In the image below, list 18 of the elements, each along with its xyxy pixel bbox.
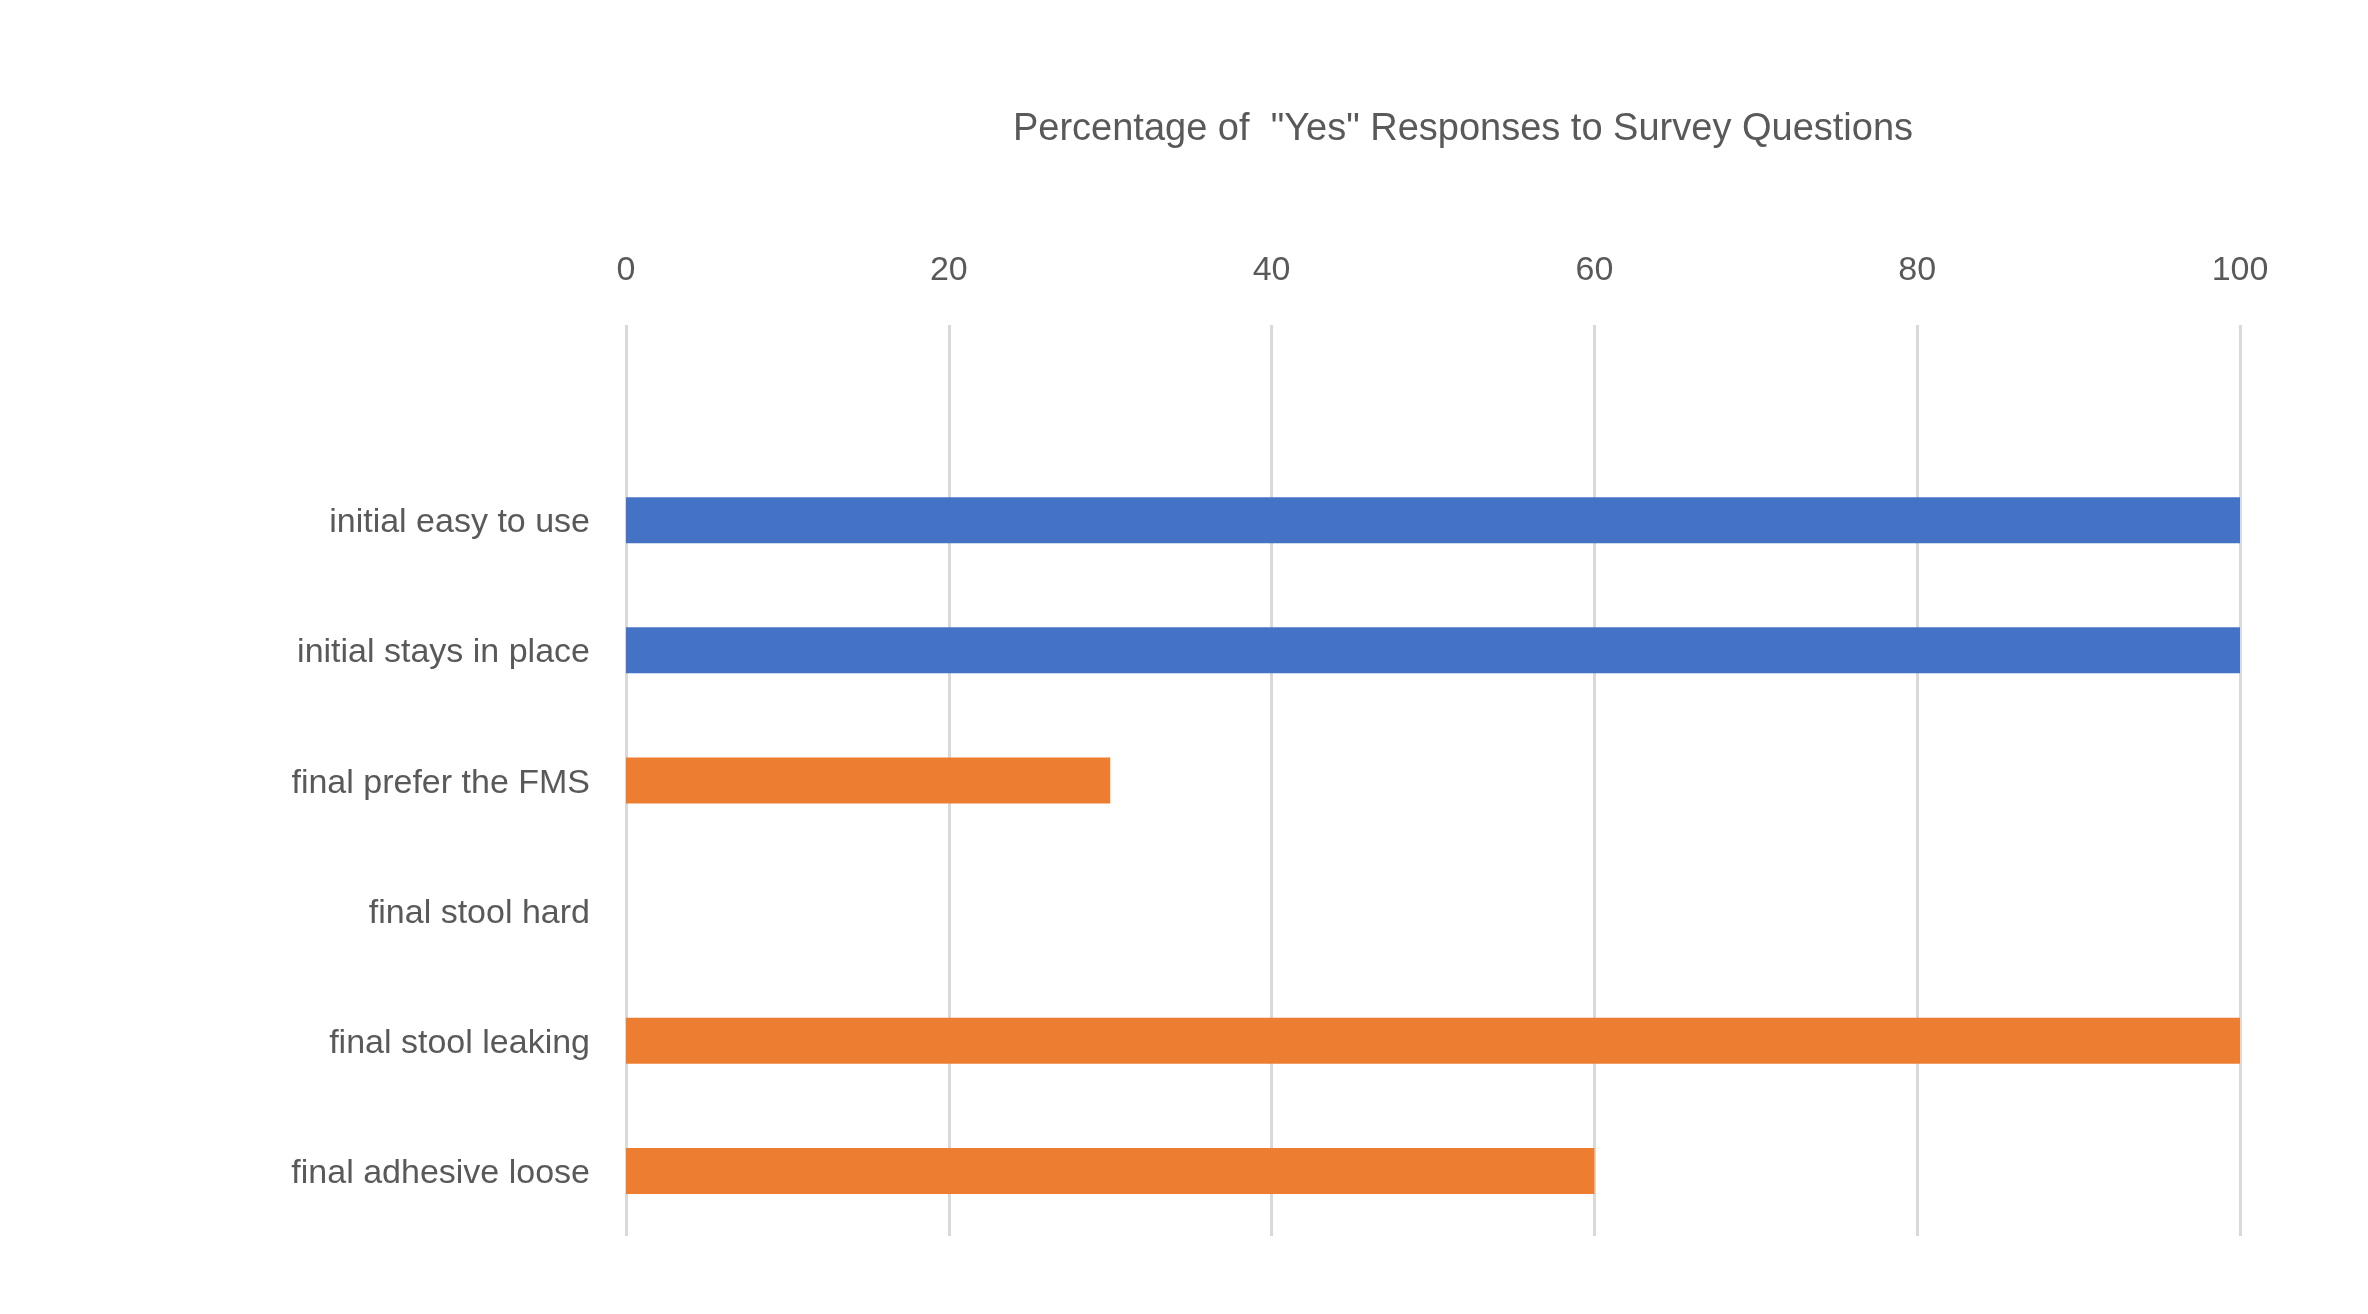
x-tick-label: 40 — [1252, 249, 1291, 287]
bar — [626, 1147, 1595, 1194]
bar — [626, 1017, 2240, 1064]
x-tick-label: 0 — [616, 249, 636, 287]
y-tick-label: final stool leaking — [329, 1021, 590, 1060]
y-tick-label: initial easy to use — [329, 501, 590, 540]
bar — [626, 497, 2240, 544]
x-tick-label: 60 — [1575, 249, 1614, 287]
bar — [626, 627, 2240, 674]
x-tick-label: 80 — [1898, 249, 1937, 287]
bar — [626, 757, 1111, 804]
y-tick-label: final stool hard — [368, 891, 590, 930]
y-tick-label: initial stays in place — [297, 631, 590, 670]
x-tick-label: 20 — [929, 249, 968, 287]
y-tick-label: final adhesive loose — [291, 1151, 590, 1190]
y-tick-label: final prefer the FMS — [291, 761, 590, 800]
chart-title: Percentage of "Yes" Responses to Survey Questions — [1012, 106, 1914, 148]
x-tick-label: 100 — [2211, 249, 2269, 287]
